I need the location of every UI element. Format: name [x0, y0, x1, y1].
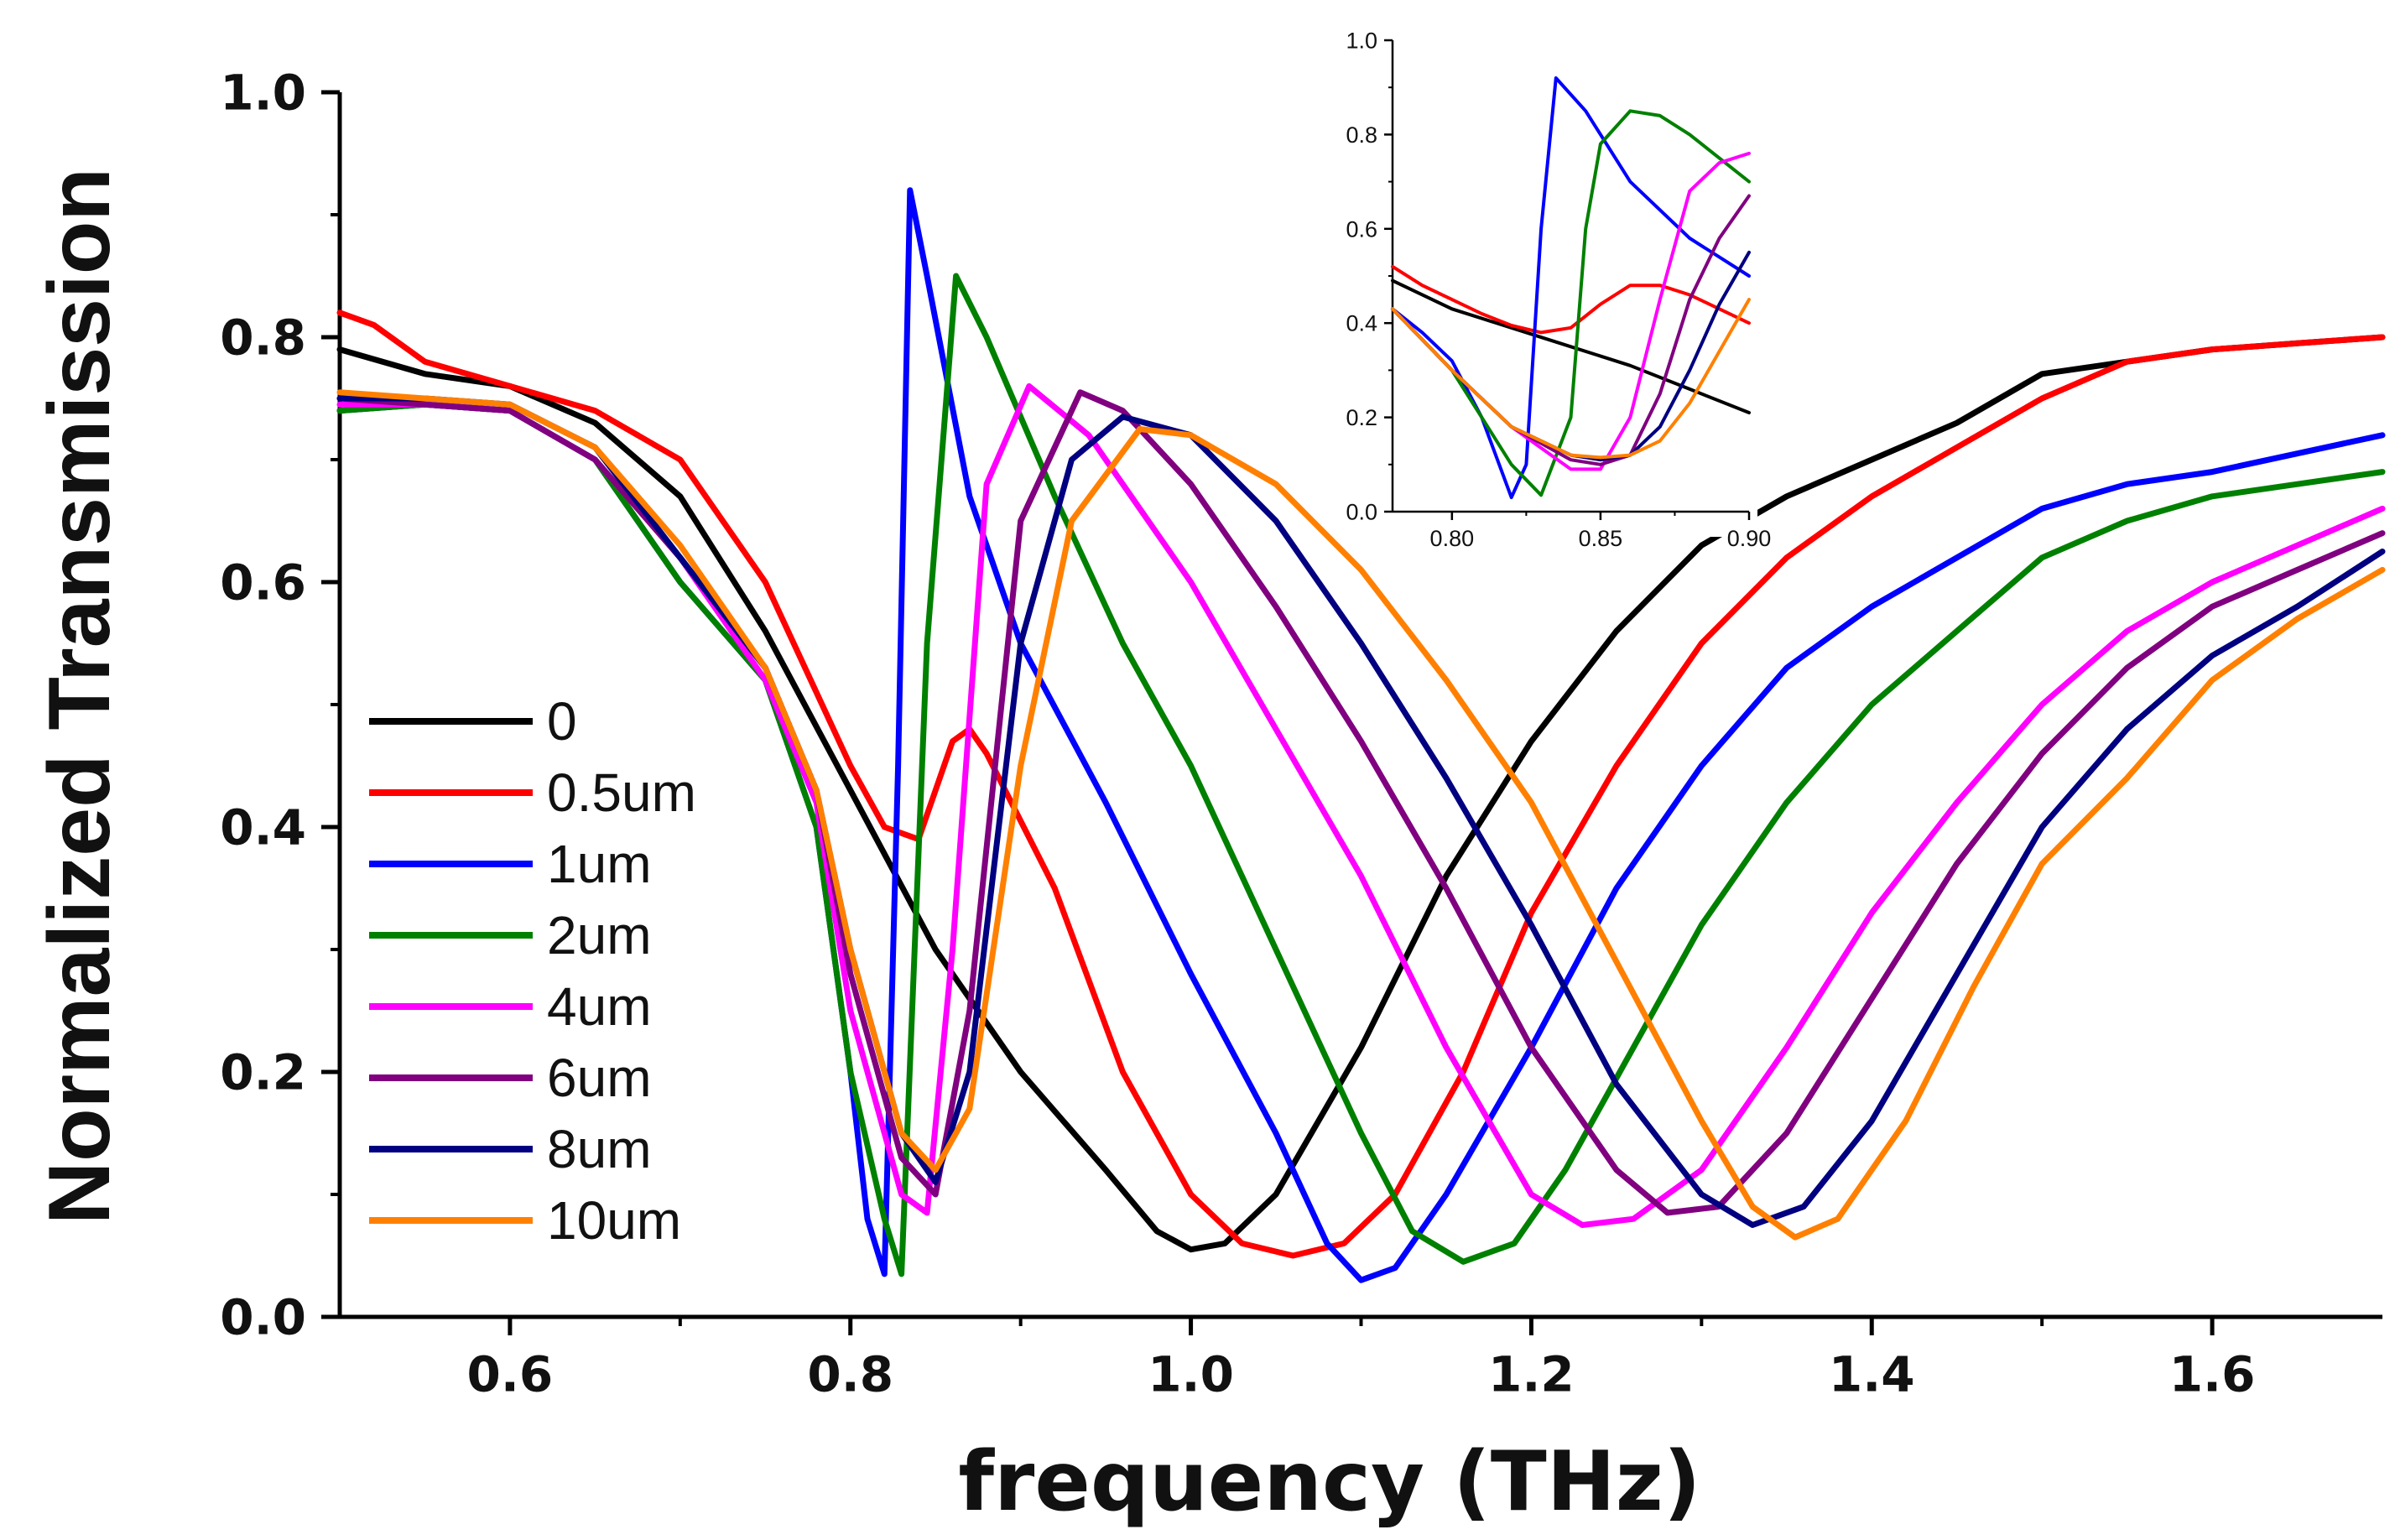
y-tick-label: 0.4: [220, 799, 306, 856]
inset-tick-labels: 0.0 0.2 0.4 0.6 0.8 1.0 0.80 0.85 0.90: [1346, 28, 1771, 551]
series-line-2: [1391, 76, 1751, 500]
series-line-1: [1391, 264, 1751, 335]
x-tick-label: 0.90: [1727, 526, 1772, 551]
y-tick-label: 0.8: [1346, 122, 1377, 148]
legend-entry-label: 10um: [547, 1190, 681, 1251]
x-tick-label: 0.8: [807, 1346, 893, 1403]
main-tick-labels: 0.0 0.2 0.4 0.6 0.8 1.0 0.6 0.8 1.0 1.2 1.4 1.6: [220, 64, 2255, 1402]
x-tick-label: 0.80: [1430, 526, 1475, 551]
x-axis-label: frequency (THz): [958, 1434, 1700, 1530]
legend-entry-label: 8um: [547, 1119, 652, 1179]
x-tick-label: 0.6: [467, 1346, 554, 1403]
y-tick-label: 0.6: [1346, 216, 1377, 242]
series-line-0: [1391, 278, 1751, 414]
y-tick-label: 1.0: [1346, 28, 1377, 53]
y-axis-label: Normalized Transmission: [31, 168, 128, 1225]
legend-entry-label: 4um: [547, 976, 652, 1037]
y-tick-label: 0.2: [220, 1043, 306, 1100]
legend-entry-label: 6um: [547, 1048, 652, 1108]
series-line-1: [336, 310, 2386, 1259]
main-series-lines: [336, 187, 2386, 1283]
y-tick-label: 1.0: [220, 64, 306, 121]
series-line-3: [1391, 109, 1751, 497]
y-tick-label: 0.6: [220, 554, 306, 611]
y-tick-label: 0.0: [220, 1288, 306, 1345]
main-chart: Normalized Transmission frequency (THz) …: [31, 64, 2386, 1530]
inset-axes: [1384, 39, 1751, 520]
x-tick-label: 1.4: [1829, 1346, 1915, 1403]
legend-entry-label: 0: [547, 691, 577, 752]
y-tick-label: 0.8: [220, 309, 306, 366]
main-axes: [321, 90, 2382, 1335]
x-tick-label: 1.0: [1148, 1346, 1234, 1403]
legend-entry-label: 0.5um: [547, 762, 696, 823]
y-tick-label: 0.2: [1346, 405, 1377, 430]
series-line-2: [336, 187, 2386, 1283]
y-tick-label: 0.4: [1346, 311, 1377, 336]
series-line-4: [336, 382, 2386, 1228]
x-tick-label: 1.2: [1488, 1346, 1575, 1403]
x-tick-label: 1.6: [2169, 1346, 2256, 1403]
series-line-0: [336, 334, 2386, 1253]
series-line-7: [1391, 298, 1751, 460]
legend: 0 0.5um 1um 2um 4um 6um 8um 10um: [369, 691, 696, 1251]
y-tick-label: 0.0: [1346, 499, 1377, 524]
legend-entry-label: 2um: [547, 905, 652, 965]
inset-series-lines: [1391, 76, 1751, 500]
inset-chart: 0.0 0.2 0.4 0.6 0.8 1.0 0.80 0.85 0.90: [1346, 28, 1771, 551]
legend-entry-label: 1um: [547, 834, 652, 894]
x-tick-label: 0.85: [1579, 526, 1623, 551]
series-line-7: [336, 389, 2386, 1241]
